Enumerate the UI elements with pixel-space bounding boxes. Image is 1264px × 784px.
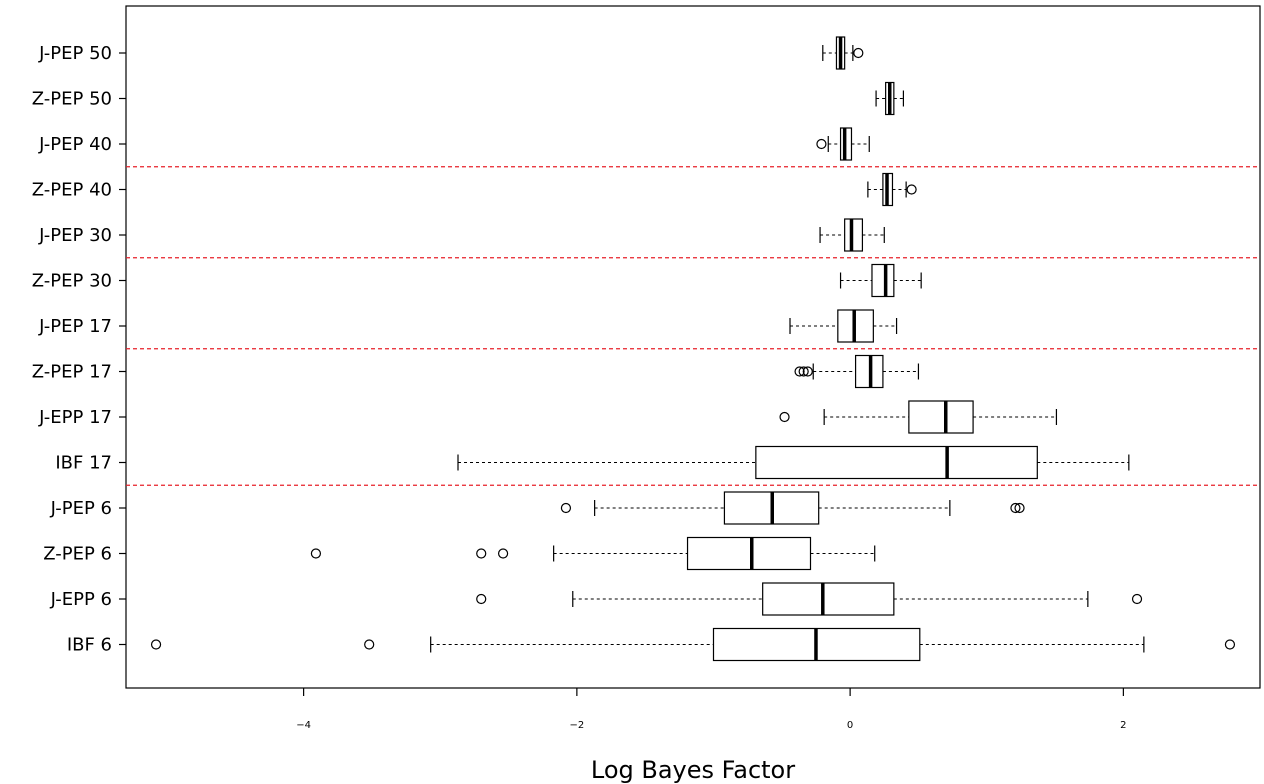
x-axis: −4 −2 0 2 <box>296 688 1127 731</box>
box <box>844 218 864 252</box>
outlier-point <box>476 548 487 559</box>
box <box>755 445 1038 480</box>
category-label: IBF 6 <box>67 635 112 656</box>
outlier-point <box>1131 593 1143 605</box>
box <box>762 582 895 616</box>
outlier-point <box>779 411 790 423</box>
outlier-point <box>906 184 917 195</box>
box-group <box>779 400 1058 434</box>
category-labels: J-PEP 50 Z-PEP 50 J-PEP 40 Z-PEP 40 J-PEP 30… <box>32 43 126 656</box>
x-tick-label: 0 <box>847 720 853 731</box>
outlier-point <box>150 639 162 650</box>
box-group <box>816 127 870 161</box>
category-label: J-PEP 6 <box>50 498 112 519</box>
x-tick-label: −4 <box>296 720 311 731</box>
category-label: Z-PEP 30 <box>32 271 112 292</box>
outlier-point <box>802 366 813 377</box>
outlier-point <box>853 47 864 59</box>
separator-lines <box>126 166 1260 486</box>
category-label: Z-PEP 6 <box>43 544 112 565</box>
x-axis-title: Log Bayes Factor <box>591 756 795 784</box>
box <box>686 536 812 571</box>
box-group <box>819 218 885 252</box>
box-group <box>875 81 905 116</box>
category-label: J-PEP 17 <box>38 316 112 337</box>
box-group <box>560 491 1025 525</box>
outlier-point <box>1014 502 1025 514</box>
box-group <box>310 536 876 571</box>
box-group <box>822 36 864 70</box>
box-group <box>839 263 922 298</box>
x-tick-label: 2 <box>1120 720 1126 731</box>
outlier-point <box>1010 502 1021 514</box>
outlier-point <box>816 138 827 150</box>
category-label: J-EPP 17 <box>38 407 112 428</box>
box-group <box>476 582 1143 616</box>
box-group <box>794 354 920 389</box>
category-label: J-PEP 30 <box>38 225 112 246</box>
box-series <box>150 36 1236 662</box>
category-label: Z-PEP 50 <box>32 89 112 110</box>
outlier-point <box>476 593 487 605</box>
plot-frame <box>125 5 1261 689</box>
category-label: J-EPP 6 <box>50 589 112 610</box>
box-group <box>789 309 898 343</box>
x-tick-label: −2 <box>569 720 584 731</box>
category-label: J-PEP 50 <box>38 43 112 64</box>
box-group <box>867 172 917 207</box>
category-label: IBF 17 <box>55 453 112 474</box>
outlier-point <box>364 639 375 650</box>
category-label: J-PEP 40 <box>38 134 112 155</box>
box <box>908 400 974 434</box>
outlier-point <box>1224 639 1236 650</box>
outlier-point <box>497 548 509 559</box>
outlier-point <box>794 366 805 377</box>
box-group <box>457 445 1130 480</box>
outlier-point <box>560 502 572 514</box>
outlier-point <box>798 366 809 377</box>
category-label: Z-PEP 17 <box>32 362 112 383</box>
box <box>871 263 895 298</box>
category-label: Z-PEP 40 <box>32 180 112 201</box>
box-group <box>150 627 1236 662</box>
outlier-point <box>310 548 322 559</box>
